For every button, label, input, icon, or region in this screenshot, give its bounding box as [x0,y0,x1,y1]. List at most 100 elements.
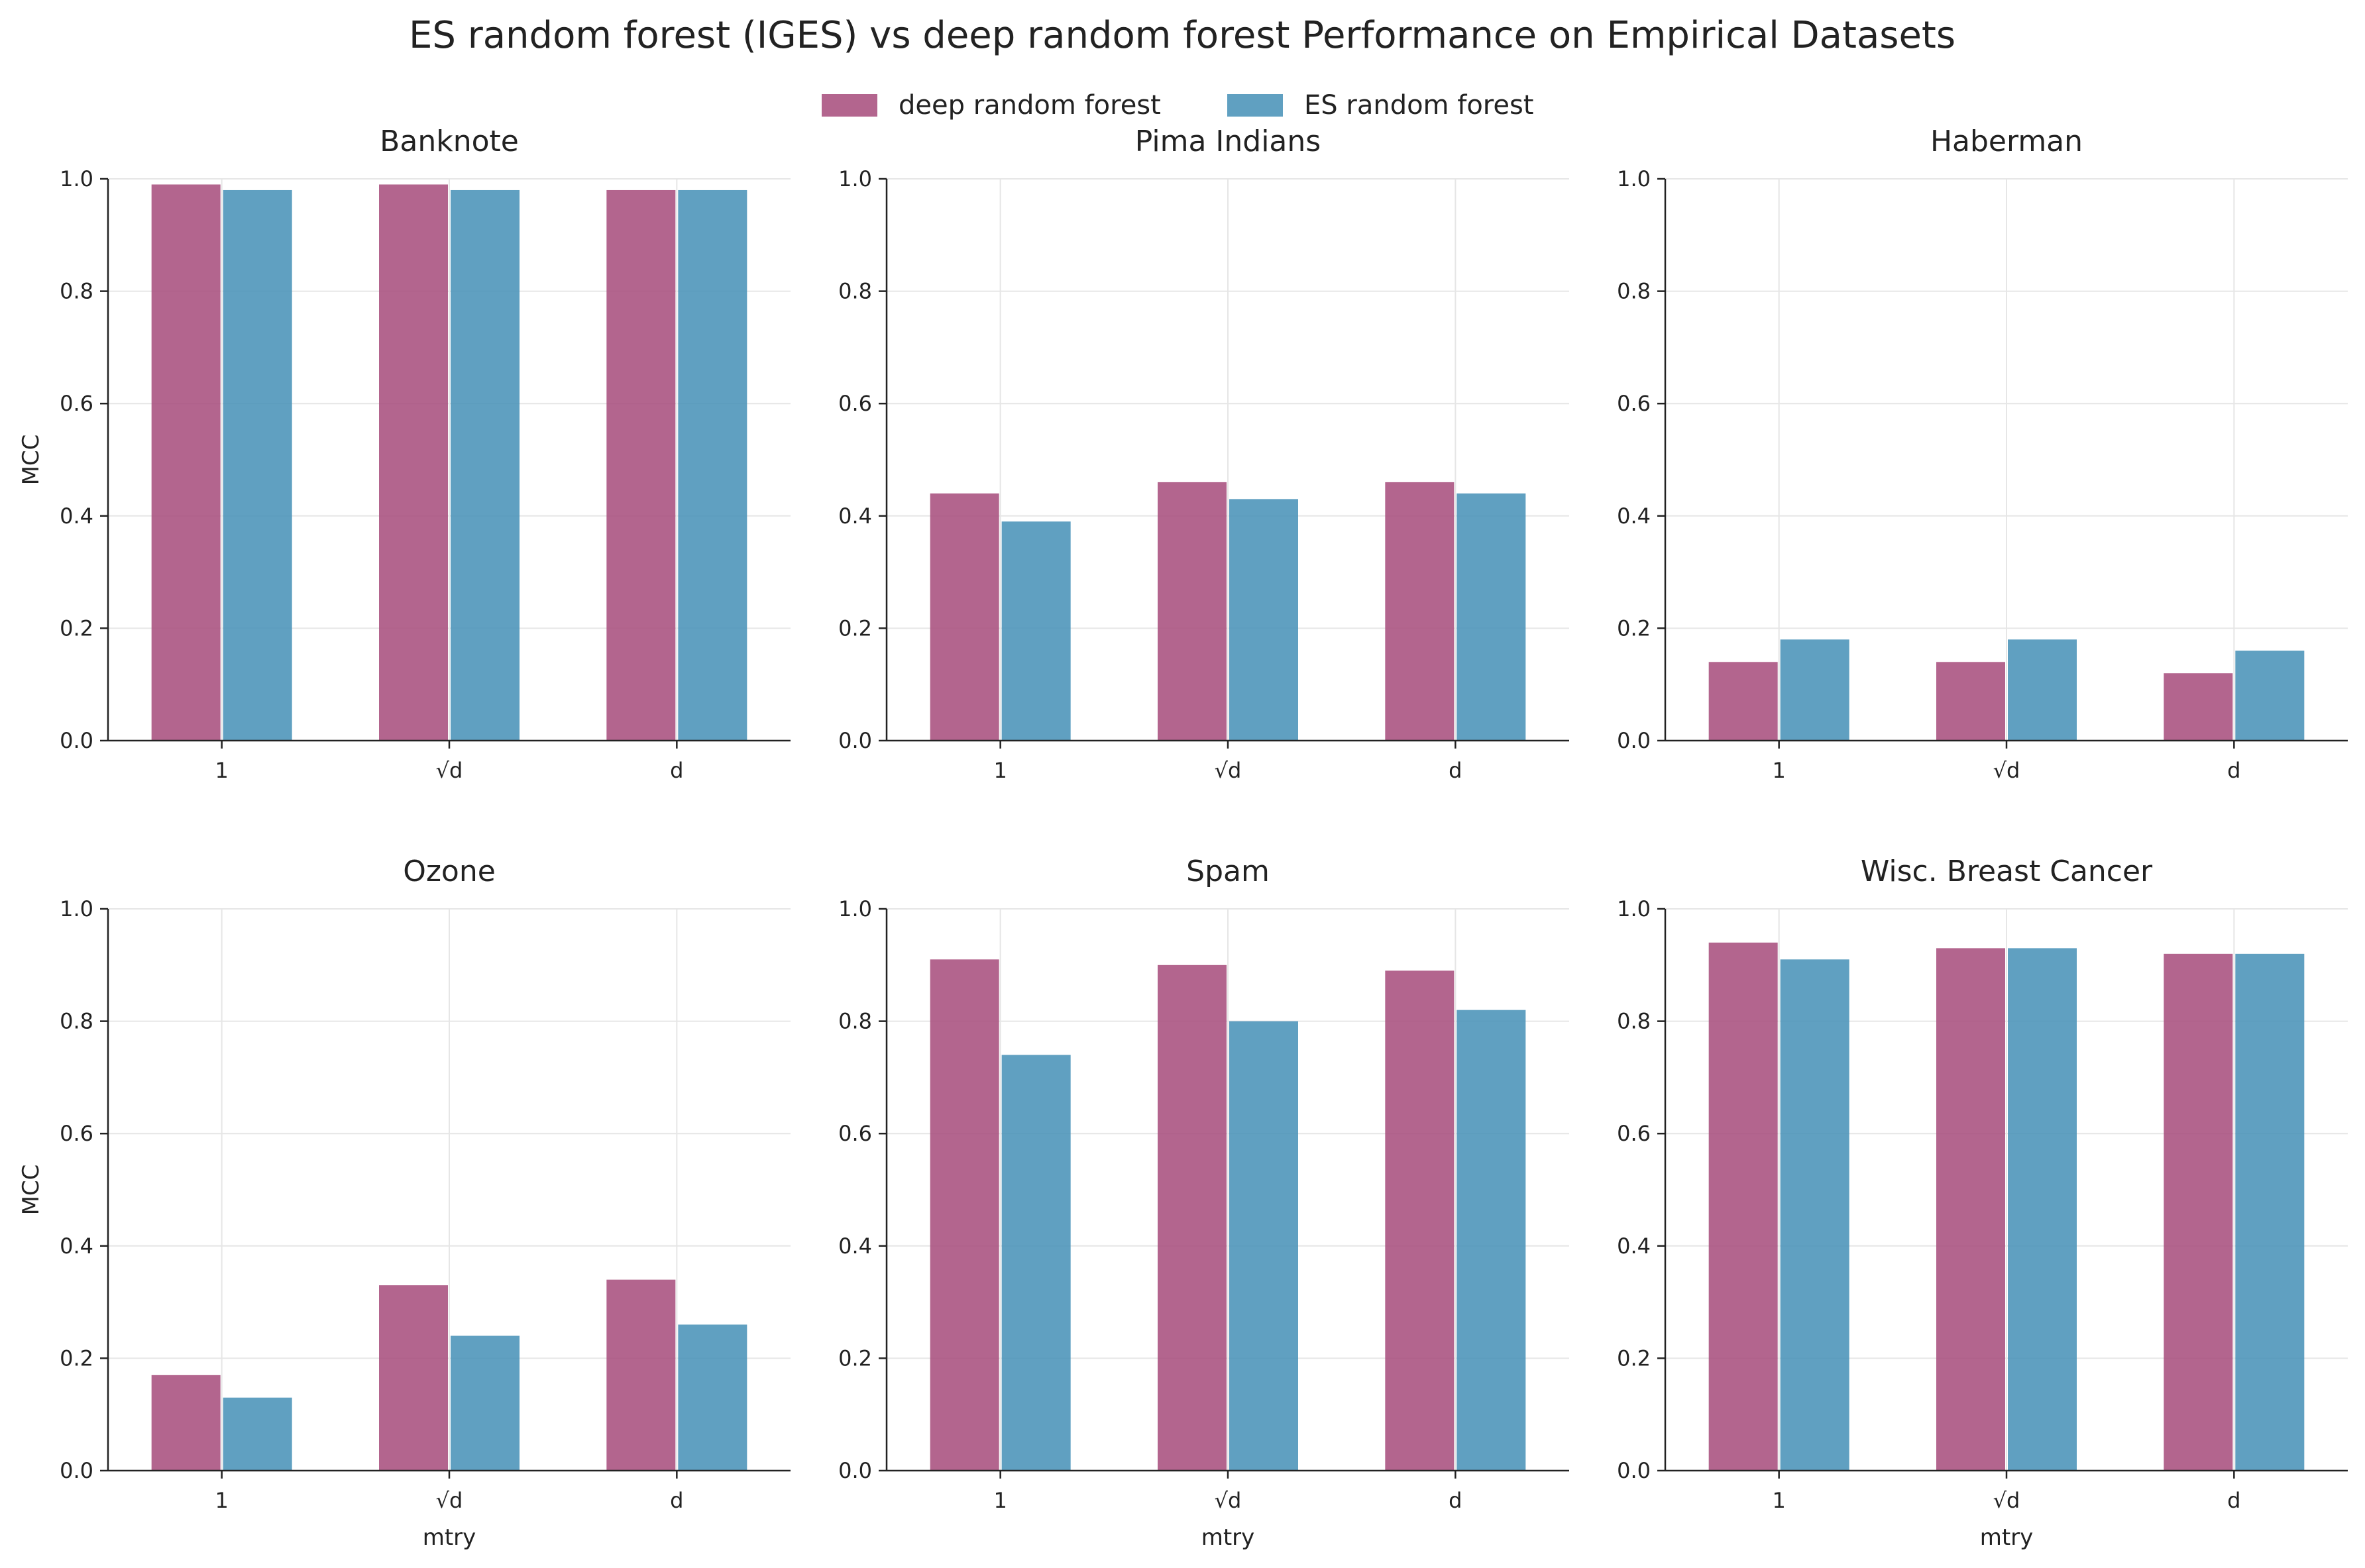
y-tick-label: 0.8 [838,279,872,304]
bar-deep-random-forest-d [606,1279,676,1471]
panel-haberman: 0.0 0.2 0.4 0.6 0.8 1.0 1 √d d Haberman [1617,125,2348,783]
y-tick-label: 0.4 [60,1233,93,1259]
bar-es-random-forest-d [678,1324,747,1471]
bar-es-random-forest-1 [1780,959,1849,1471]
y-tick-label: 0.0 [838,1458,872,1483]
bar-es-random-forest-1 [223,1397,292,1471]
figure-title: ES random forest (IGES) vs deep random f… [409,14,1955,57]
y-tick-label: 0.4 [1617,503,1651,529]
bar-deep-random-forest-d [1385,482,1455,741]
bar-deep-random-forest-d [379,184,448,741]
y-tick-label: 0.4 [1617,1233,1651,1259]
panel-banknote: 0.0 0.2 0.4 0.6 0.8 1.0 1 √d d Banknote MCC [18,125,791,783]
x-tick-label-d: d [2227,758,2240,783]
bar-es-random-forest-1 [1001,1055,1071,1471]
bar-es-random-forest-d [1457,1010,1526,1471]
x-tick-label-d: √d [1215,1488,1242,1513]
y-tick-label: 0.4 [838,1233,872,1259]
x-axis-label: mtry [1201,1524,1255,1551]
x-tick-label-1: 1 [215,758,228,783]
x-tick-label-d: √d [436,1488,463,1513]
x-axis-label: mtry [423,1524,476,1551]
y-tick-label: 0.2 [60,615,93,641]
y-tick-label: 1.0 [838,896,872,921]
y-tick-label: 0.6 [1617,1121,1651,1146]
bar-es-random-forest-d [2235,953,2305,1471]
legend-label-es-random-forest: ES random forest [1304,90,1533,121]
x-tick-label-d: √d [1993,1488,2020,1513]
y-tick-label: 0.2 [838,1345,872,1371]
bar-es-random-forest-d [1229,499,1298,741]
y-tick-label: 0.0 [1617,728,1651,753]
y-tick-label: 0.4 [60,503,93,529]
y-tick-label: 1.0 [1617,166,1651,191]
y-tick-label: 0.8 [60,1009,93,1034]
y-tick-label: 0.8 [1617,279,1651,304]
x-tick-label-1: 1 [1772,1488,1785,1513]
bar-deep-random-forest-1 [930,493,999,741]
y-tick-label: 0.2 [838,615,872,641]
legend-swatch-deep-random-forest [822,94,877,117]
x-tick-label-d: √d [436,758,463,783]
y-tick-label: 0.6 [838,391,872,416]
bar-es-random-forest-d [2235,651,2305,741]
y-tick-label: 0.2 [1617,1345,1651,1371]
x-tick-label-d: d [670,1488,683,1513]
bar-es-random-forest-d [678,189,747,741]
y-tick-label: 0.0 [1617,1458,1651,1483]
bar-deep-random-forest-d [606,189,676,741]
bar-deep-random-forest-d [1158,482,1227,741]
bar-deep-random-forest-1 [1708,942,1778,1471]
y-tick-label: 0.8 [1617,1009,1651,1034]
panel-ozone: 0.0 0.2 0.4 0.6 0.8 1.0 1 √d d Ozone mtry MCC [18,855,791,1551]
legend: deep random forest ES random forest [822,90,1533,121]
bar-es-random-forest-d [451,189,520,741]
panel-title: Pima Indians [1135,125,1321,158]
panel-title: Haberman [1930,125,2083,158]
y-tick-label: 0.2 [1617,615,1651,641]
bar-es-random-forest-1 [223,189,292,741]
panel-spam: 0.0 0.2 0.4 0.6 0.8 1.0 1 √d d Spam mtry [838,855,1569,1551]
x-tick-label-1: 1 [993,758,1007,783]
panel-title: Wisc. Breast Cancer [1861,855,2153,888]
x-tick-label-d: √d [1215,758,1242,783]
bar-deep-random-forest-d [1936,948,2005,1471]
bar-es-random-forest-d [2008,948,2077,1471]
x-tick-label-d: √d [1993,758,2020,783]
x-tick-label-d: d [670,758,683,783]
y-tick-label: 1.0 [838,166,872,191]
y-tick-label: 0.0 [838,728,872,753]
y-tick-label: 0.8 [60,279,93,304]
bar-deep-random-forest-d [2164,673,2233,741]
bar-deep-random-forest-d [1936,662,2005,741]
bar-deep-random-forest-1 [1708,662,1778,741]
legend-label-deep-random-forest: deep random forest [899,90,1161,121]
y-tick-label: 0.0 [60,1458,93,1483]
x-tick-label-1: 1 [993,1488,1007,1513]
bar-es-random-forest-1 [1780,639,1849,741]
y-tick-label: 1.0 [60,166,93,191]
panel-title: Banknote [380,125,519,158]
x-tick-label-1: 1 [215,1488,228,1513]
y-tick-label: 0.0 [60,728,93,753]
y-tick-label: 0.8 [838,1009,872,1034]
x-tick-label-d: d [2227,1488,2240,1513]
panel-title: Ozone [403,855,496,888]
bar-deep-random-forest-d [2164,953,2233,1471]
bar-deep-random-forest-d [1158,965,1227,1471]
y-axis-label: MCC [18,1165,44,1216]
legend-item-es-random-forest: ES random forest [1227,90,1533,121]
bar-deep-random-forest-d [379,1285,448,1471]
bar-deep-random-forest-1 [151,184,221,741]
panel-title: Spam [1186,855,1270,888]
bar-deep-random-forest-1 [151,1375,221,1471]
panel-wisc-breast-cancer: 0.0 0.2 0.4 0.6 0.8 1.0 1 √d d Wisc. Breast Cance… [1617,855,2348,1551]
y-tick-label: 0.6 [60,391,93,416]
x-axis-label: mtry [1980,1524,2034,1551]
legend-item-deep-random-forest: deep random forest [822,90,1161,121]
bar-es-random-forest-d [1229,1021,1298,1471]
bar-es-random-forest-d [451,1335,520,1471]
panels: 0.00.20.40.60.81.01 √d dBanknoteMCC0.00.20… [18,125,2348,1551]
y-tick-label: 1.0 [1617,896,1651,921]
